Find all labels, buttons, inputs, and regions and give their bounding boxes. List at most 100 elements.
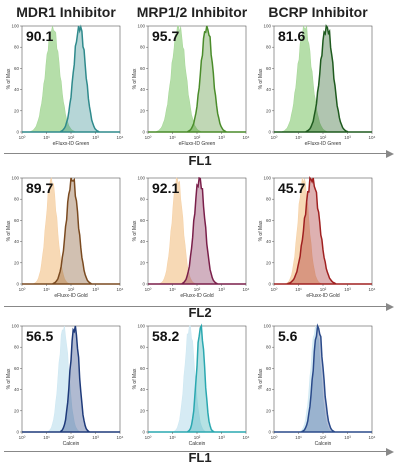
y-tick-label: 20 (140, 408, 146, 413)
y-axis-label: % of Max (258, 68, 264, 89)
y-tick-label: 0 (16, 430, 19, 435)
x-tick-label: 10¹ (43, 287, 50, 292)
x-tick-label: 10¹ (169, 287, 176, 292)
histogram-panel-0-2: 81.6 0 20 40 60 80 100 10⁰ 10¹ 10² 10³ 10⁴ % of Max e… (258, 24, 376, 148)
y-tick-label: 100 (263, 176, 271, 181)
row-divider-fl1-bottom (4, 451, 386, 452)
percent-label-1-1: 92.1 (152, 180, 179, 196)
x-tick-label: 10² (194, 287, 201, 292)
x-axis-label: eFluxx-ID Gold (54, 293, 88, 299)
y-tick-label: 40 (14, 87, 20, 92)
y-tick-label: 80 (14, 45, 20, 50)
histogram-panel-1-0: 89.7 0 20 40 60 80 100 10⁰ 10¹ 10² 10³ 10⁴ % of Max e… (6, 176, 124, 300)
percent-label-0-0: 90.1 (26, 28, 53, 44)
row-divider-fl2 (4, 306, 386, 307)
y-tick-label: 40 (140, 87, 146, 92)
y-tick-label: 40 (266, 387, 272, 392)
x-tick-label: 10² (194, 435, 201, 440)
y-tick-label: 80 (140, 197, 146, 202)
x-tick-label: 10³ (344, 135, 351, 140)
inhibitor-histogram-1-0 (22, 177, 120, 285)
x-tick-label: 10¹ (169, 135, 176, 140)
column-title-bcrp: BCRP Inhibitor (268, 4, 368, 20)
column-title-mdr1: MDR1 Inhibitor (16, 4, 116, 20)
x-axis-label: Calcein (63, 441, 80, 447)
y-tick-label: 60 (140, 218, 146, 223)
y-tick-label: 20 (266, 108, 272, 113)
x-tick-label: 10⁴ (369, 435, 376, 440)
y-axis-label: % of Max (132, 368, 138, 389)
y-tick-label: 100 (137, 176, 145, 181)
y-tick-label: 100 (263, 24, 271, 29)
y-tick-label: 80 (266, 45, 272, 50)
x-tick-label: 10⁴ (243, 435, 250, 440)
inhibitor-histogram-0-2 (274, 24, 372, 133)
y-axis-label: % of Max (258, 368, 264, 389)
y-tick-label: 80 (14, 345, 20, 350)
y-tick-label: 0 (16, 130, 19, 135)
y-tick-label: 0 (16, 282, 19, 287)
plot-frame (273, 177, 373, 285)
y-tick-label: 0 (142, 430, 145, 435)
x-tick-label: 10⁴ (243, 287, 250, 292)
y-tick-label: 60 (14, 366, 20, 371)
x-tick-label: 10⁴ (117, 287, 124, 292)
x-tick-label: 10² (68, 435, 75, 440)
x-tick-label: 10¹ (295, 287, 302, 292)
histogram-panel-1-1: 92.1 0 20 40 60 80 100 10⁰ 10¹ 10² 10³ 10⁴ % of Max e… (132, 176, 250, 300)
inhibitor-histogram-1-1 (148, 176, 246, 285)
inhibitor-histogram-0-1 (148, 25, 246, 133)
y-tick-label: 100 (137, 324, 145, 329)
column-title-mrp12: MRP1/2 Inhibitor (136, 4, 248, 20)
row-label-fl1-top: FL1 (188, 153, 212, 168)
x-tick-label: 10⁰ (145, 287, 152, 292)
x-tick-label: 10³ (218, 135, 225, 140)
y-axis-label: % of Max (6, 220, 12, 241)
histogram-panel-0-1: 95.7 0 20 40 60 80 100 10⁰ 10¹ 10² 10³ 10⁴ % of Max e… (132, 24, 250, 148)
y-tick-label: 80 (266, 197, 272, 202)
x-tick-label: 10³ (92, 135, 99, 140)
inhibitor-histogram-2-0 (22, 325, 120, 433)
inhibitor-histogram-0-0 (22, 24, 120, 133)
y-tick-label: 0 (142, 130, 145, 135)
y-tick-label: 100 (137, 24, 145, 29)
plot-frame (21, 25, 121, 133)
x-axis-label: Calcein (315, 441, 332, 447)
x-axis-label: Calcein (189, 441, 206, 447)
percent-label-2-1: 58.2 (152, 328, 179, 344)
y-tick-label: 60 (266, 366, 272, 371)
y-tick-label: 20 (14, 408, 20, 413)
y-tick-label: 100 (263, 324, 271, 329)
percent-label-0-1: 95.7 (152, 28, 179, 44)
y-tick-label: 0 (268, 130, 271, 135)
x-tick-label: 10² (68, 135, 75, 140)
percent-label-2-2: 5.6 (278, 328, 298, 344)
y-tick-label: 0 (268, 430, 271, 435)
y-axis-label: % of Max (258, 220, 264, 241)
y-tick-label: 40 (14, 387, 20, 392)
x-tick-label: 10² (320, 135, 327, 140)
x-tick-label: 10³ (344, 287, 351, 292)
y-tick-label: 60 (140, 66, 146, 71)
row-arrow-fl1-top (386, 150, 394, 158)
x-tick-label: 10⁰ (19, 287, 26, 292)
x-tick-label: 10² (194, 135, 201, 140)
y-axis-label: % of Max (6, 368, 12, 389)
percent-label-1-2: 45.7 (278, 180, 305, 196)
y-tick-label: 60 (266, 218, 272, 223)
x-tick-label: 10⁰ (19, 435, 26, 440)
y-tick-label: 40 (140, 387, 146, 392)
x-axis-label: eFluxx-ID Green (179, 141, 216, 147)
x-tick-label: 10³ (344, 435, 351, 440)
y-tick-label: 80 (140, 45, 146, 50)
x-tick-label: 10² (68, 287, 75, 292)
x-tick-label: 10² (320, 287, 327, 292)
y-tick-label: 100 (11, 176, 19, 181)
x-tick-label: 10³ (218, 287, 225, 292)
row-arrow-fl2 (386, 303, 394, 311)
y-tick-label: 20 (140, 108, 146, 113)
x-tick-label: 10¹ (169, 435, 176, 440)
y-tick-label: 20 (14, 108, 20, 113)
inhibitor-histogram-2-1 (148, 323, 246, 433)
